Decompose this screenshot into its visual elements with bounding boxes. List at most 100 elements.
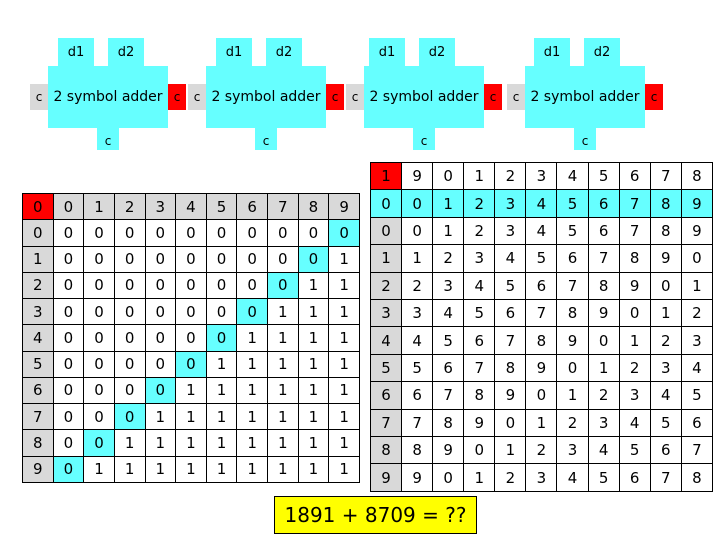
problem-statement: 1891 + 8709 = ?? — [274, 496, 477, 534]
carry-cell: 0 — [52, 403, 85, 431]
sum-cell: 8 — [401, 436, 434, 465]
carry-cell: 0 — [113, 298, 146, 326]
sum-cell: 6 — [463, 326, 496, 355]
carry-cell: 1 — [267, 324, 299, 352]
sum-cell: 9 — [401, 463, 434, 492]
sum-cell: 8 — [618, 244, 651, 273]
adder-3-carry-in: c — [346, 84, 364, 110]
sum-cell: 0 — [432, 463, 465, 492]
sum-cell: 9 — [587, 299, 620, 328]
sum-cell: 8 — [556, 299, 589, 328]
carry-cell: 0 — [52, 455, 85, 484]
adder-4-d1-input: d1 — [534, 38, 570, 66]
carry-cell: 0 — [205, 219, 238, 247]
adder-2-d2-label: d2 — [275, 44, 293, 60]
carry-cell: 1 — [175, 455, 207, 484]
carry-cell: 1 — [113, 455, 146, 484]
adder-3-digit-out: c — [413, 128, 435, 150]
adder-3-carry-out-label: c — [489, 90, 497, 104]
carry-cell: 0 — [52, 245, 85, 273]
carry-cell: 1 — [297, 271, 330, 300]
adder-4-body: 2 symbol adder — [525, 66, 645, 128]
adder-2-carry-in: c — [188, 84, 206, 110]
sum-cell: 5 — [401, 353, 434, 383]
sum-cell: 5 — [494, 271, 527, 301]
sum-row-label: 5 — [369, 353, 403, 383]
carry-cell: 1 — [267, 298, 299, 326]
carry-cell: 1 — [328, 350, 360, 378]
sum-top-cell: 0 — [432, 161, 465, 191]
carry-header-cell: 5 — [205, 192, 238, 221]
sum-cell: 6 — [587, 216, 620, 246]
carry-header-cell: 8 — [297, 192, 330, 221]
sum-cell: 3 — [401, 299, 434, 328]
carry-row-label: 1 — [22, 245, 54, 273]
carry-header-cell: 1 — [83, 192, 115, 221]
sum-cell: 2 — [556, 408, 589, 438]
sum-cell: 9 — [432, 436, 465, 465]
sum-cell: 7 — [618, 216, 651, 246]
carry-cell: 1 — [328, 455, 360, 484]
sum-row-label: 1 — [369, 244, 403, 273]
carry-cell: 0 — [52, 298, 85, 326]
carry-cell: 1 — [144, 403, 177, 431]
carry-cell: 1 — [297, 298, 330, 326]
sum-cell: 0 — [587, 326, 620, 355]
sum-cell: 3 — [556, 436, 589, 465]
carry-cell: 1 — [297, 324, 330, 352]
adder-2-body: 2 symbol adder — [206, 66, 326, 128]
carry-cell: 0 — [175, 219, 207, 247]
carry-cell: 1 — [328, 298, 360, 326]
carry-cell: 1 — [267, 403, 299, 431]
carry-cell: 0 — [144, 350, 177, 378]
sum-cell: 8 — [463, 381, 496, 410]
carry-cell: 0 — [175, 271, 207, 300]
carry-cell: 0 — [175, 245, 207, 273]
carry-cell: 0 — [52, 429, 85, 457]
carry-cell: 0 — [83, 429, 115, 457]
carry-cell: 0 — [236, 271, 268, 300]
carry-cell: 0 — [144, 298, 177, 326]
adder-2-d1-label: d1 — [225, 44, 243, 60]
sum-cell: 5 — [618, 436, 651, 465]
carry-cell: 0 — [113, 376, 146, 405]
adder-2-carry-in-label: c — [193, 90, 201, 104]
sum-top-cell: 1 — [463, 161, 496, 191]
sum-cell: 8 — [649, 216, 682, 246]
sum-cell: 0 — [680, 244, 714, 273]
carry-cell: 1 — [297, 429, 330, 457]
carry-corner-cell: 0 — [22, 192, 54, 221]
sum-cell: 0 — [525, 381, 558, 410]
sum-cell: 1 — [494, 436, 527, 465]
adder-3-d1-input: d1 — [369, 38, 405, 66]
carry-cell: 0 — [83, 376, 115, 405]
adder-4-carry-in-label: c — [512, 90, 520, 104]
carry-cell: 1 — [328, 429, 360, 457]
sum-cell: 5 — [649, 408, 682, 438]
carry-cell: 1 — [205, 429, 238, 457]
sum-cell: 7 — [587, 244, 620, 273]
sum-cell: 7 — [680, 436, 714, 465]
adder-2-digit-out: c — [255, 128, 277, 150]
sum-cell: 0 — [649, 271, 682, 301]
carry-cell: 1 — [328, 376, 360, 405]
carry-cell: 0 — [83, 298, 115, 326]
sum-row-label: 6 — [369, 381, 403, 410]
adder-1-d2-input: d2 — [108, 38, 144, 66]
sum-cell: 6 — [618, 463, 651, 492]
sum-cell: 8 — [525, 326, 558, 355]
carry-row-label: 3 — [22, 298, 54, 326]
carry-cell: 1 — [205, 403, 238, 431]
sum-cell: 4 — [587, 436, 620, 465]
carry-cell: 1 — [205, 350, 238, 378]
adder-4-carry-out-label: c — [650, 90, 658, 104]
carry-row-label: 2 — [22, 271, 54, 300]
